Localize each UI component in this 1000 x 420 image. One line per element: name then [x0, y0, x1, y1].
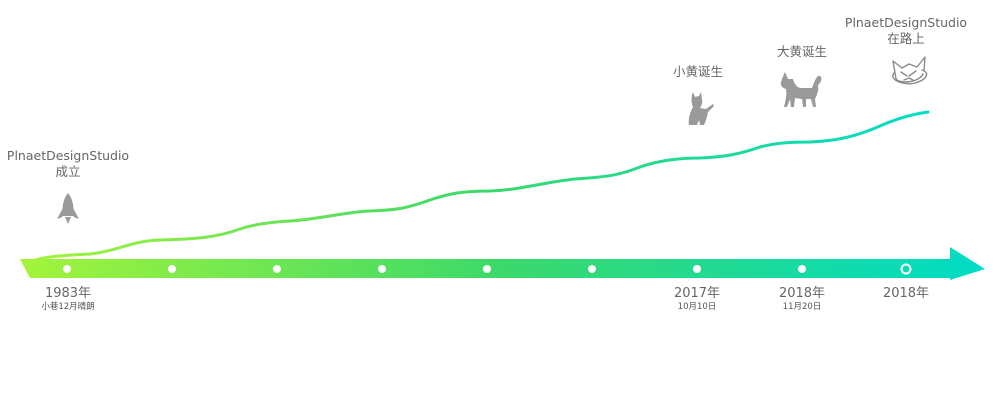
timeline-dot-current — [900, 263, 912, 275]
milestone-founding-date: 小巷12月晴朗 — [41, 301, 94, 312]
timeline-dots — [63, 263, 912, 275]
milestone-xiaohuang-title: 小黄诞生 — [673, 64, 723, 79]
milestone-road-subtitle: 在路上 — [887, 31, 925, 46]
milestone-dahuang-date: 11月20日 — [783, 302, 822, 312]
milestone-road-title: PlnaetDesignStudio — [845, 15, 967, 30]
rocket-icon — [57, 193, 79, 224]
timeline-dot — [798, 265, 806, 273]
growth-curve — [28, 110, 930, 264]
sitting-dog-icon — [688, 92, 714, 125]
milestone-xiaohuang-year: 2017年 — [674, 286, 720, 301]
timeline-arrow — [20, 247, 985, 280]
timeline-dot — [168, 265, 176, 273]
timeline-dot — [588, 265, 596, 273]
timeline-dot — [273, 265, 281, 273]
timeline-dot — [63, 265, 71, 273]
planet-cat-icon — [892, 56, 928, 85]
milestone-dahuang-title: 大黄诞生 — [777, 44, 827, 59]
milestone-founding-title: PlnaetDesignStudio — [7, 148, 129, 163]
timeline-dot — [693, 265, 701, 273]
labels: PlnaetDesignStudio 成立 1983年 小巷12月晴朗 小黄诞生… — [7, 15, 967, 312]
milestone-founding-subtitle: 成立 — [55, 164, 80, 179]
milestone-founding-year: 1983年 — [45, 286, 91, 301]
standing-dog-icon — [780, 72, 822, 107]
milestone-road-year: 2018年 — [883, 286, 929, 301]
timeline-dot — [483, 265, 491, 273]
milestone-xiaohuang-date: 10月10日 — [678, 302, 717, 312]
milestone-dahuang-year: 2018年 — [779, 286, 825, 301]
timeline-dot — [378, 265, 386, 273]
